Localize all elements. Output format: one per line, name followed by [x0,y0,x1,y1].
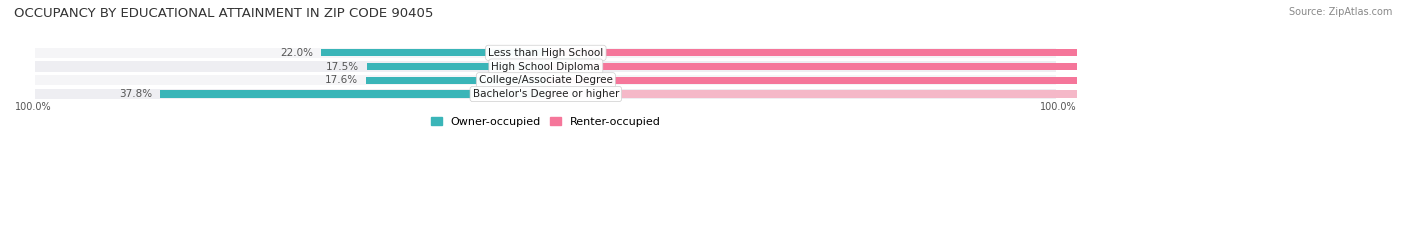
Text: OCCUPANCY BY EDUCATIONAL ATTAINMENT IN ZIP CODE 90405: OCCUPANCY BY EDUCATIONAL ATTAINMENT IN Z… [14,7,433,20]
Text: 37.8%: 37.8% [118,89,152,99]
Text: 17.5%: 17.5% [326,62,359,72]
Text: 100.0%: 100.0% [15,102,52,112]
Bar [546,77,1386,84]
Bar [35,89,1056,99]
Text: 82.5%: 82.5% [1350,62,1384,72]
Bar [160,90,546,98]
Legend: Owner-occupied, Renter-occupied: Owner-occupied, Renter-occupied [430,117,661,127]
Bar [35,62,1056,72]
Bar [35,48,1056,58]
Text: Less than High School: Less than High School [488,48,603,58]
Bar [546,49,1343,56]
Bar [35,75,1056,86]
Bar [321,49,546,56]
Text: Bachelor's Degree or higher: Bachelor's Degree or higher [472,89,619,99]
Text: 22.0%: 22.0% [280,48,314,58]
Text: Source: ZipAtlas.com: Source: ZipAtlas.com [1288,7,1392,17]
Text: High School Diploma: High School Diploma [492,62,600,72]
Bar [546,63,1388,70]
Text: 78.0%: 78.0% [1303,48,1337,58]
Bar [367,63,546,70]
Text: College/Associate Degree: College/Associate Degree [479,75,613,85]
Text: 17.6%: 17.6% [325,75,359,85]
Text: 82.4%: 82.4% [1348,75,1382,85]
Bar [366,77,546,84]
Text: 100.0%: 100.0% [1040,102,1077,112]
Bar [546,90,1181,98]
Text: 62.2%: 62.2% [1143,89,1175,99]
